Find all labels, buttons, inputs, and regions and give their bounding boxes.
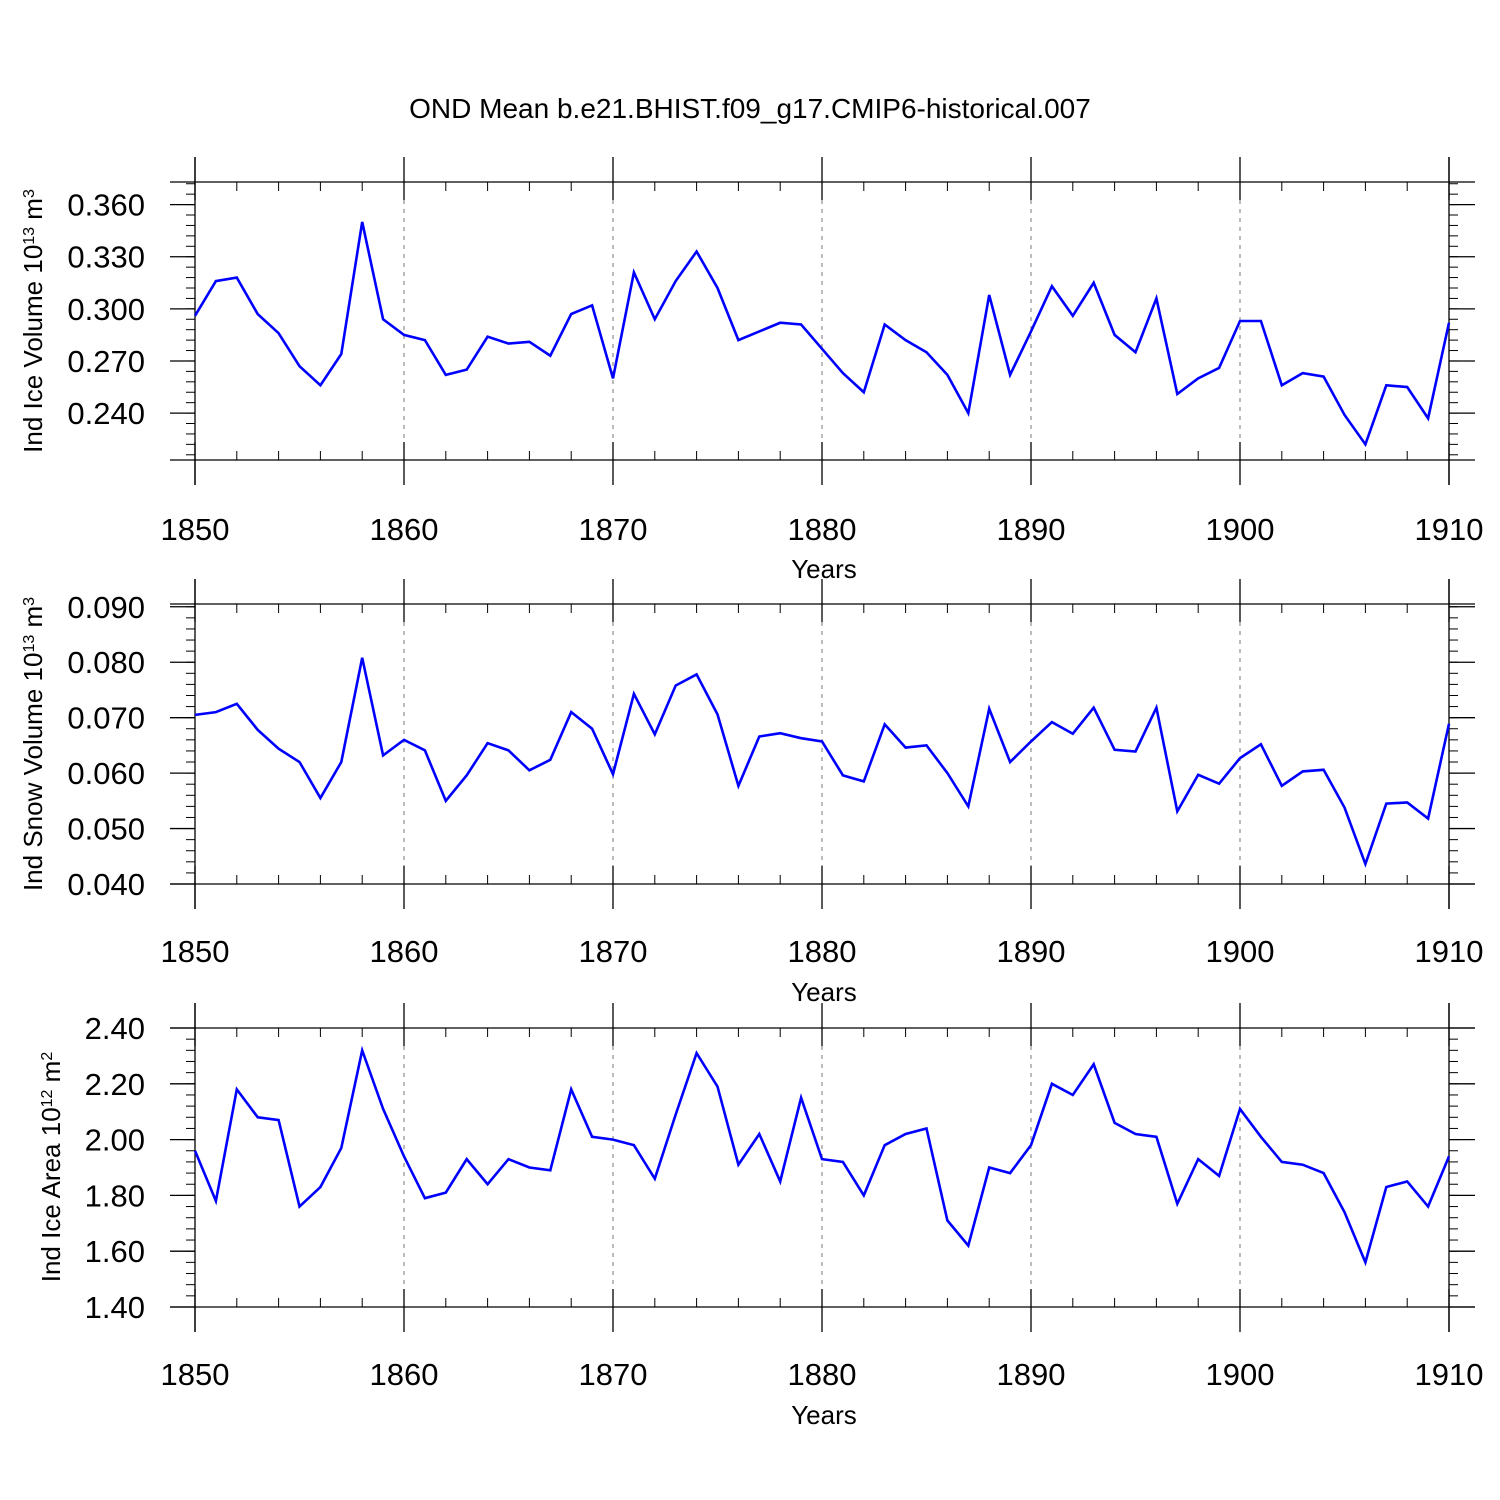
y-axis-label: Ind Snow Volume 1013 m3 (18, 597, 48, 891)
x-axis-label: Years (791, 1400, 857, 1430)
y-tick-label: 0.360 (67, 188, 145, 223)
panel-1: 0.240 0.270 0.300 0.330 0.360 1850 1860 1870 188… (18, 157, 1483, 584)
x-tick-label: 1890 (997, 512, 1066, 547)
y-tick-label: 0.300 (67, 292, 145, 327)
x-tick-label: 1910 (1415, 934, 1484, 969)
y-tick-label: 2.20 (85, 1067, 145, 1102)
x-tick-label: 1900 (1206, 1357, 1275, 1392)
x-tick-label: 1870 (579, 512, 648, 547)
x-tick-label: 1880 (788, 934, 857, 969)
x-tick-label: 1860 (370, 1357, 439, 1392)
x-axis-label: Years (791, 977, 857, 1007)
panel-3: 1.40 1.60 1.80 2.00 2.20 2.40 1850 1860 1870 1880… (36, 1003, 1483, 1430)
x-tick-label: 1870 (579, 1357, 648, 1392)
y-axis-label-superscript: 2 (39, 1052, 56, 1061)
x-tick-label: 1850 (161, 934, 230, 969)
y-axis-label-superscript: 13 (21, 227, 38, 245)
x-tick-label: 1870 (579, 934, 648, 969)
series-line-ind-snow-volume (194, 657, 1451, 868)
x-axis-label: Years (791, 554, 857, 584)
y-axis-label-superscript: 3 (21, 597, 38, 606)
panel-2: 0.040 0.050 0.060 0.070 0.080 0.090 1850 1860 18… (18, 579, 1483, 1007)
x-tick-label: 1860 (370, 512, 439, 547)
x-tick-label: 1890 (997, 1357, 1066, 1392)
y-axis-label-part: m (18, 606, 48, 635)
y-tick-label: 0.080 (67, 645, 145, 680)
x-tick-label: 1850 (161, 1357, 230, 1392)
x-tick-label: 1890 (997, 934, 1066, 969)
y-axis-label: Ind Ice Area 1012 m2 (36, 1052, 66, 1283)
y-tick-label: 1.60 (85, 1234, 145, 1269)
y-axis-label-part: Ind Ice Volume 10 (18, 245, 48, 453)
y-tick-label: 2.40 (85, 1011, 145, 1046)
x-tick-label: 1900 (1206, 934, 1275, 969)
y-tick-label: 0.070 (67, 701, 145, 736)
y-axis-label-superscript: 13 (21, 635, 38, 653)
x-tick-label: 1910 (1415, 1357, 1484, 1392)
y-tick-label: 2.00 (85, 1123, 145, 1158)
series-line-ind-ice-area (193, 1045, 1451, 1267)
x-tick-label: 1850 (161, 512, 230, 547)
y-tick-label: 1.80 (85, 1178, 145, 1213)
x-tick-label: 1880 (788, 512, 857, 547)
x-tick-label: 1880 (788, 1357, 857, 1392)
series-line-ind-ice-volume (193, 221, 1451, 448)
y-tick-label: 0.330 (67, 240, 145, 275)
y-axis-label-part: Ind Ice Area 10 (36, 1107, 66, 1282)
y-axis-label: Ind Ice Volume 1013 m3 (18, 189, 48, 453)
y-tick-label: 0.090 (67, 590, 145, 625)
y-tick-label: 0.040 (67, 867, 145, 902)
y-tick-label: 0.050 (67, 812, 145, 847)
y-axis-label-superscript: 12 (39, 1089, 56, 1107)
y-tick-label: 0.060 (67, 756, 145, 791)
y-tick-label: 1.40 (85, 1290, 145, 1325)
y-axis-label-part: Ind Snow Volume 10 (18, 653, 48, 892)
y-axis-label-superscript: 3 (21, 189, 38, 198)
y-tick-label: 0.270 (67, 344, 145, 379)
x-tick-label: 1900 (1206, 512, 1275, 547)
y-tick-label: 0.240 (67, 396, 145, 431)
y-axis-label-part: m (36, 1061, 66, 1090)
y-axis-label-part: m (18, 198, 48, 227)
x-tick-label: 1910 (1415, 512, 1484, 547)
chart-title: OND Mean b.e21.BHIST.f09_g17.CMIP6-histo… (409, 93, 1091, 124)
x-tick-label: 1860 (370, 934, 439, 969)
